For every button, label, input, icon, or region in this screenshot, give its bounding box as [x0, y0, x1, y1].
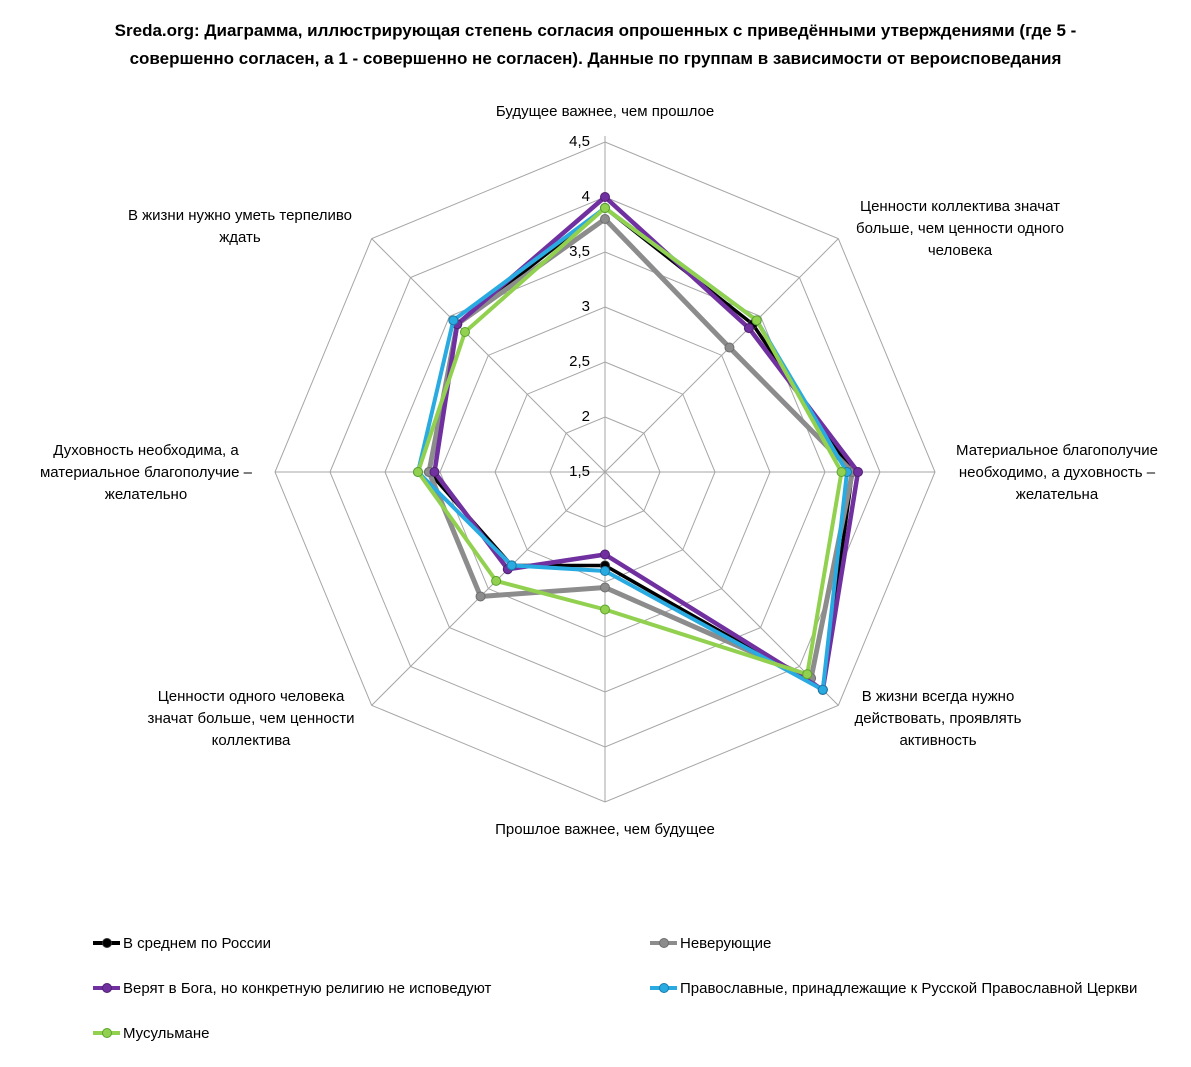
- axis-label-spirituality-needed: Духовность необходима, а материальное бл…: [39, 442, 253, 503]
- axis-label-material-wellbeing: Материальное благополучие необходимо, а …: [956, 442, 1158, 503]
- grid-ring: [439, 306, 771, 638]
- data-point-s4-a2: [836, 467, 847, 477]
- axis-label-collective-values: Ценности коллектива значат больше, чем ц…: [856, 198, 1064, 259]
- legend-label-nonbelievers: Неверующие: [680, 934, 772, 952]
- legend-item-muslims: Мусульмане: [93, 1021, 210, 1045]
- data-point-s2-a2: [853, 467, 863, 477]
- radial-tick-1-5: 1,5: [569, 463, 590, 480]
- data-point-s2-a4: [600, 549, 610, 560]
- data-point-s4-a7: [459, 326, 470, 337]
- legend-item-believe-in-god: Верят в Бога, но конкретную религию не и…: [93, 976, 491, 1000]
- data-point-s4-a0: [600, 203, 610, 213]
- axis-label-past-over-future: Прошлое важнее, чем будущее: [495, 821, 715, 838]
- data-point-s3-a7: [448, 315, 459, 326]
- axis-label-future-over-past: Будущее важнее, чем прошлое: [495, 103, 715, 120]
- legend-item-russia-average: В среднем по России: [93, 931, 271, 955]
- radial-tick-3: 3: [581, 298, 590, 315]
- data-point-s4-a6: [413, 467, 423, 477]
- data-point-s2-a6: [429, 467, 440, 477]
- radial-tick-3-5: 3,5: [569, 243, 590, 260]
- grid-ring: [494, 361, 716, 583]
- legend-marker-believe-in-god-icon: [93, 983, 120, 993]
- legend-marker-nonbelievers-icon: [650, 938, 677, 948]
- data-point-s1-a0: [600, 214, 610, 224]
- data-point-s4-a3: [802, 669, 813, 680]
- data-point-s2-a1: [743, 323, 754, 334]
- legend-label-believe-in-god: Верят в Бога, но конкретную религию не и…: [123, 979, 492, 997]
- chart-title-line-1: Sreda.org: Диаграмма, иллюстрирующая сте…: [114, 21, 1077, 40]
- data-point-s1-a1: [724, 342, 735, 353]
- series-line-4: [416, 206, 844, 677]
- legend-marker-russia-average-icon: [93, 938, 120, 948]
- grid-ring: [329, 196, 881, 748]
- data-point-s3-a4: [600, 566, 610, 576]
- legend-marker-muslims-icon: [93, 1028, 120, 1038]
- legend-label-orthodox: Православные, принадлежащие к Русской Пр…: [680, 979, 1138, 997]
- legend-label-russia-average: В среднем по России: [123, 934, 271, 952]
- radial-tick-4-5: 4,5: [569, 133, 590, 150]
- grid-ring: [274, 141, 936, 803]
- data-point-s4-a5: [491, 575, 502, 586]
- radial-tick-4: 4: [581, 188, 590, 205]
- grid-ring: [549, 416, 661, 528]
- legend-marker-orthodox-icon: [650, 983, 677, 993]
- legend-label-muslims: Мусульмане: [123, 1024, 210, 1042]
- radial-tick-2-5: 2,5: [569, 353, 590, 370]
- data-point-s2-a0: [600, 192, 610, 202]
- legend-item-nonbelievers: Неверующие: [650, 931, 771, 955]
- series-line-0: [427, 206, 855, 692]
- data-point-s1-a4: [600, 582, 610, 593]
- data-point-s3-a5: [506, 560, 517, 571]
- axis-label-always-act: В жизни всегда нужно действовать, проявл…: [854, 688, 1022, 749]
- data-point-s4-a4: [600, 604, 610, 615]
- data-point-s4-a1: [751, 315, 762, 326]
- axis-label-individual-values: Ценности одного человека значат больше, …: [147, 688, 355, 749]
- chart-title: Sreda.org: Диаграмма, иллюстрирующая сте…: [0, 17, 1191, 73]
- data-point-s1-a5: [475, 591, 486, 602]
- radial-tick-2: 2: [581, 408, 590, 425]
- series-line-2: [432, 194, 861, 693]
- axis-label-patience: В жизни нужно уметь терпеливо ждать: [127, 207, 353, 246]
- legend-item-orthodox: Православные, принадлежащие к Русской Пр…: [650, 976, 1137, 1000]
- data-point-s3-a3: [817, 684, 828, 695]
- chart-title-line-2: совершенно согласен, а 1 - совершенно не…: [129, 49, 1062, 68]
